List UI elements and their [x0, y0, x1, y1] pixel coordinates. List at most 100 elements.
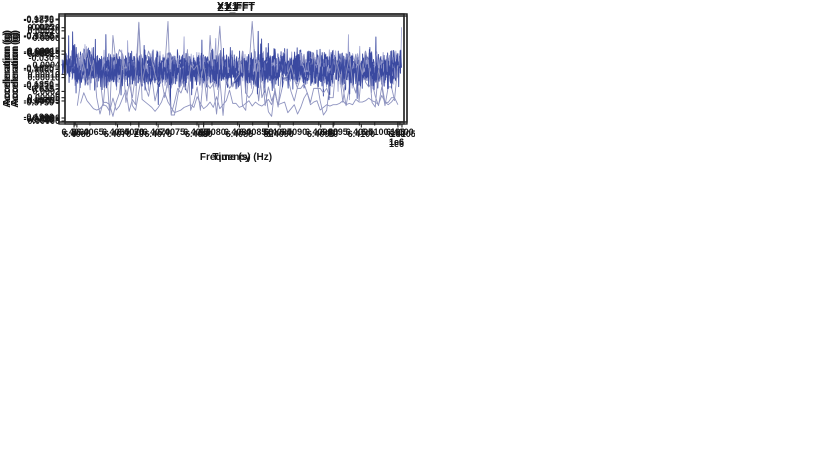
x-tick-label: 6.4075	[144, 129, 172, 139]
x-tick-label: 6.4065	[63, 129, 91, 139]
x-tick-label: 20	[134, 129, 144, 139]
y-tick-label: 0.00005	[27, 93, 60, 103]
plot-svg-y1-fft: 0 20 40 60 80 1000.000050.000100.000150.00020…	[10, 0, 408, 137]
y-tick-label: -0.9875	[23, 15, 54, 25]
y-tick-label: -0.030	[28, 53, 54, 63]
x-tick-label: 6.4065	[102, 127, 130, 137]
plot-title: Z1	[225, 2, 237, 14]
plot-title: X1_FFT	[217, 0, 256, 12]
y-tick-label: -0.1825	[23, 63, 54, 73]
y-axis-label: Acceleration (g)	[2, 30, 13, 106]
x-tick-label: 6.4065	[76, 127, 104, 137]
x-tick-label: 40	[199, 127, 209, 137]
y-tick-label: -0.9750	[23, 98, 54, 108]
x-tick-label: 0	[72, 127, 77, 137]
x-tick-label: 20	[134, 127, 144, 137]
x-tick-label: 0	[72, 127, 77, 137]
x-tick-label: 6.4090	[266, 129, 294, 139]
plot-title: X1	[225, 0, 238, 12]
x-tick-label: 6.4090	[280, 127, 308, 137]
x-tick-label: 80	[328, 129, 338, 139]
y-tick-label: 0.00015	[27, 49, 60, 59]
y-tick-label: 0.0004	[32, 60, 60, 70]
y-tick-label: 0.0006	[32, 33, 60, 43]
subplot-y1-fft: 0 20 40 60 80 100 0.00005 0.00010 0.00015 0.00020…	[0, 0, 415, 146]
plot-svg-z1: 6.4065 6.4070 6.4075 6.4080 6.4085 6.4090 6.40…	[2, 2, 415, 163]
x-tick-label: 40	[199, 129, 209, 139]
x-tick-label: 6.4100	[348, 129, 376, 139]
y-tick-label: 0.00020	[27, 23, 60, 33]
y-tick-label: 0.0000	[32, 113, 60, 123]
x-tick-label: 6.4100	[386, 127, 414, 137]
x-tick-label: 100	[390, 129, 405, 139]
x-tick-label: 6.4070	[117, 127, 145, 137]
y-tick-label: 0.00000	[27, 116, 60, 126]
y-tick-label: 0.00015	[27, 46, 60, 56]
plot-title: Y1_FFT	[217, 0, 256, 12]
y-tick-label: 0.00010	[27, 69, 60, 79]
y-tick-label: 0.00020	[27, 26, 60, 36]
subplot-z1: 6.4065 6.4070 6.4075 6.4080 6.4085 6.4090 6.40…	[0, 0, 415, 168]
x-tick-label: 6.4080	[198, 127, 226, 137]
x-tick-label: 80	[328, 127, 338, 137]
y-tick-label: -0.9725	[23, 114, 54, 124]
y-axis-label: Acceleration (g)	[2, 32, 13, 108]
x-tick-label: 100	[390, 127, 405, 137]
axis-offset-label: 1e6	[389, 137, 404, 146]
y-tick-label: -0.9800	[23, 65, 54, 75]
x-tick-label: 80	[328, 127, 338, 137]
axis-offset-label: 1e6	[389, 137, 404, 146]
x-tick-label: 6.4060	[61, 127, 89, 137]
y-tick-label: -0.9825	[23, 48, 54, 58]
x-tick-label: 6.4070	[104, 129, 132, 139]
y-tick-label: -0.9850	[23, 31, 54, 41]
y-axis-label: Acceleration (g)	[10, 32, 21, 108]
y-tick-label: -0.9775	[23, 81, 54, 91]
y-tick-label: -0.1900	[23, 112, 54, 122]
x-tick-label: 6.4105	[388, 129, 415, 139]
x-tick-label: 100	[390, 127, 405, 137]
x-tick-label: 60	[263, 127, 273, 137]
x-tick-label: 6.4095	[320, 127, 348, 137]
subplot-z1-fft: 0 20 40 60 80 100 0.00000 0.00005 0.00010 0.00015…	[0, 0, 415, 168]
y-tick-label: -0.1800	[23, 47, 54, 57]
x-tick-label: 6.4085	[239, 127, 267, 137]
y-tick-label: 0.00005	[27, 96, 60, 106]
x-tick-label: 60	[263, 127, 273, 137]
x-axis-label: Time (s)	[212, 152, 250, 163]
y-tick-label: 0.00010	[27, 73, 60, 83]
x-tick-label: 6.4100	[361, 127, 389, 137]
x-tick-label: 6.4085	[264, 127, 292, 137]
y-tick-label: -0.1775	[23, 30, 54, 40]
y-tick-label: -0.025	[28, 22, 54, 32]
y-tick-label: -0.035	[28, 84, 54, 94]
x-tick-label: 6.4075	[183, 127, 211, 137]
x-tick-label: 60	[263, 129, 273, 139]
y-axis-label: Acceleration (g)	[10, 30, 21, 106]
plot-svg-z1-fft: 0 20 40 60 80 100 0.00000 0.00005 0.00010 0.00015…	[10, 2, 408, 163]
x-tick-label: 6.4080	[185, 129, 213, 139]
fft-line	[76, 22, 399, 117]
x-tick-label: 6.4070	[143, 127, 171, 137]
y-tick-label: 0.0002	[32, 86, 60, 96]
x-tick-label: 20	[134, 127, 144, 137]
x-tick-label: 0	[72, 129, 77, 139]
x-tick-label: 6.4095	[307, 129, 335, 139]
axis-offset-label: 1e6	[389, 139, 404, 149]
fft-line	[80, 21, 399, 115]
x-tick-label: 6.4085	[226, 129, 254, 139]
y-tick-label: -0.040	[28, 115, 54, 125]
y-tick-label: -0.1750	[23, 14, 54, 24]
y-axis-label: Acceleration (g)	[2, 30, 13, 106]
y-tick-label: -0.1850	[23, 79, 54, 89]
y-tick-label: -0.1875	[23, 96, 54, 106]
subplot-y1: 6.4065 6.4070 6.4075 6.4080 6.4085 6.4090 6.40…	[0, 0, 415, 146]
plot-svg-y1: 6.4065 6.4070 6.4075 6.4080 6.4085 6.4090 6.40…	[2, 0, 405, 146]
x-tick-label: 40	[199, 127, 209, 137]
x-tick-label: 6.4075	[158, 127, 186, 137]
x-tick-label: 6.4090	[305, 127, 333, 137]
x-axis-label: Frequency (Hz)	[200, 152, 272, 163]
axes-frame	[64, 15, 408, 125]
plot-title: Y1	[225, 0, 238, 12]
